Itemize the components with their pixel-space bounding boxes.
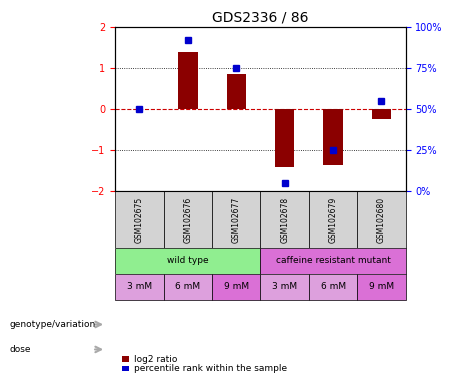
FancyBboxPatch shape <box>164 274 212 300</box>
FancyBboxPatch shape <box>260 274 309 300</box>
Text: percentile rank within the sample: percentile rank within the sample <box>134 364 287 373</box>
Bar <box>324 109 343 165</box>
Text: caffeine resistant mutant: caffeine resistant mutant <box>276 256 390 265</box>
Text: GSM102677: GSM102677 <box>232 197 241 243</box>
Bar <box>178 51 197 109</box>
Text: genotype/variation: genotype/variation <box>9 320 95 329</box>
Bar <box>227 74 246 109</box>
FancyBboxPatch shape <box>212 191 260 248</box>
Text: GSM102675: GSM102675 <box>135 197 144 243</box>
Bar <box>275 109 295 167</box>
Text: 3 mM: 3 mM <box>127 282 152 291</box>
FancyBboxPatch shape <box>115 248 260 274</box>
FancyBboxPatch shape <box>164 191 212 248</box>
Text: GSM102680: GSM102680 <box>377 197 386 243</box>
Text: dose: dose <box>9 345 31 354</box>
FancyBboxPatch shape <box>115 191 164 248</box>
Text: 6 mM: 6 mM <box>320 282 346 291</box>
Text: 9 mM: 9 mM <box>369 282 394 291</box>
Text: wild type: wild type <box>167 256 209 265</box>
Text: 6 mM: 6 mM <box>175 282 201 291</box>
Text: 3 mM: 3 mM <box>272 282 297 291</box>
Text: GSM102676: GSM102676 <box>183 197 192 243</box>
Bar <box>122 366 129 371</box>
FancyBboxPatch shape <box>260 248 406 274</box>
Text: GSM102678: GSM102678 <box>280 197 289 243</box>
FancyBboxPatch shape <box>260 191 309 248</box>
Bar <box>122 356 129 362</box>
FancyBboxPatch shape <box>309 274 357 300</box>
FancyBboxPatch shape <box>212 274 260 300</box>
FancyBboxPatch shape <box>115 274 164 300</box>
Title: GDS2336 / 86: GDS2336 / 86 <box>212 10 309 24</box>
FancyBboxPatch shape <box>357 191 406 248</box>
FancyBboxPatch shape <box>357 274 406 300</box>
Text: log2 ratio: log2 ratio <box>134 354 177 364</box>
Bar <box>372 109 391 119</box>
FancyBboxPatch shape <box>309 191 357 248</box>
Text: GSM102679: GSM102679 <box>329 197 337 243</box>
Text: 9 mM: 9 mM <box>224 282 249 291</box>
